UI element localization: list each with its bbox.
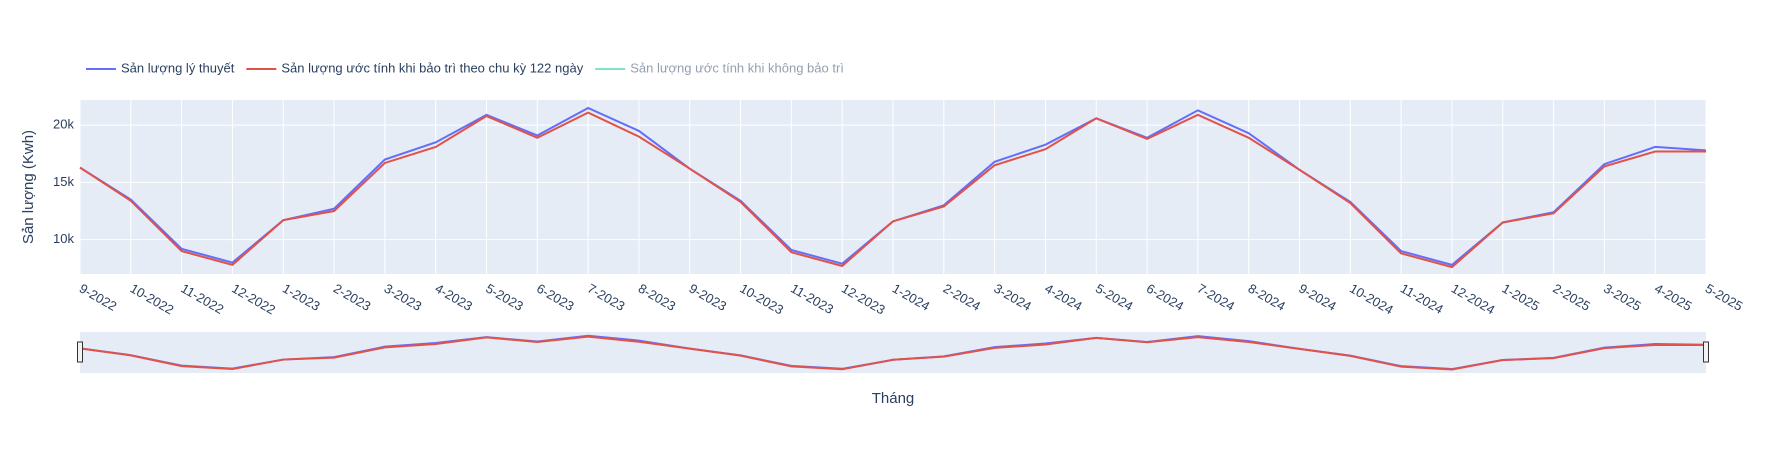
y-tick-label: 20k bbox=[53, 117, 74, 132]
legend-label: Sản lượng ước tính khi bảo trì theo chu … bbox=[281, 60, 583, 75]
legend-label: Sản lượng lý thuyết bbox=[121, 60, 235, 75]
range-slider-handle bbox=[1703, 341, 1709, 363]
x-axis-title: Tháng bbox=[872, 390, 915, 407]
range-slider-handle bbox=[77, 341, 83, 363]
y-axis-title: Sản lượng (Kwh) bbox=[20, 130, 37, 244]
range-slider-background bbox=[80, 332, 1706, 373]
legend-item: Sản lượng ước tính khi không bảo trì bbox=[595, 60, 844, 75]
legend-label: Sản lượng ước tính khi không bảo trì bbox=[630, 60, 844, 75]
legend-item: Sản lượng ước tính khi bảo trì theo chu … bbox=[246, 60, 584, 75]
y-tick-label: 10k bbox=[53, 231, 74, 246]
y-tick-label: 15k bbox=[53, 174, 74, 189]
legend-item: Sản lượng lý thuyết bbox=[86, 60, 235, 75]
series-line bbox=[79, 111, 1706, 269]
range-slider-line bbox=[79, 335, 1706, 371]
